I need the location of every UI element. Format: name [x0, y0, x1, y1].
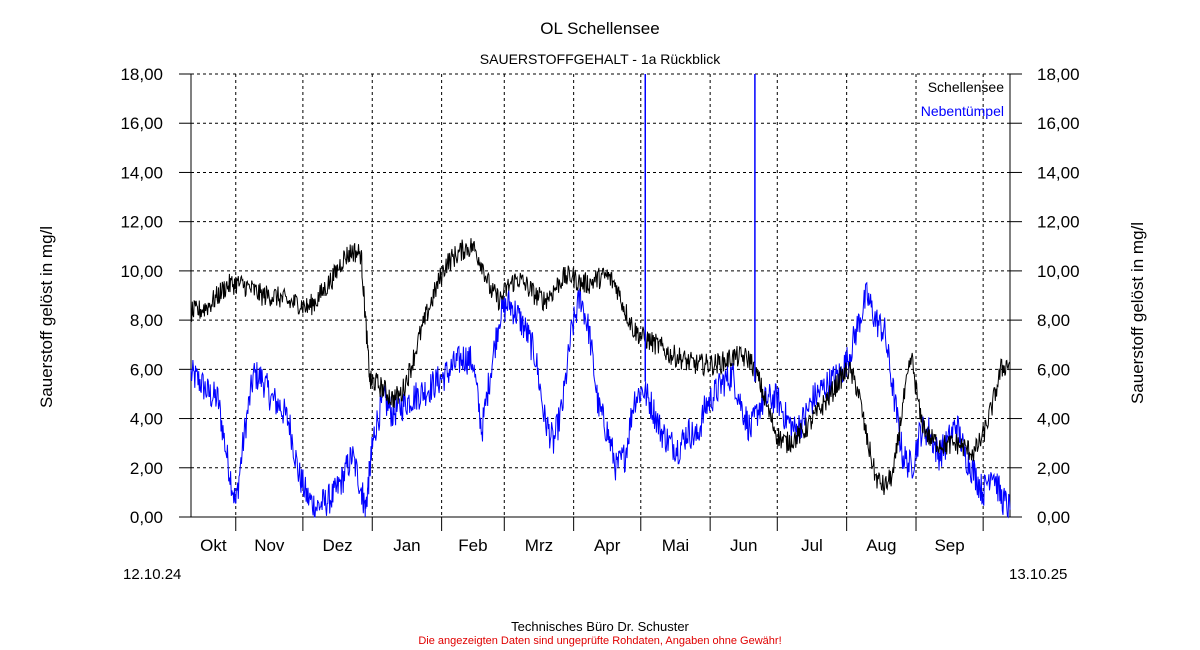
chart-title: OL Schellensee [540, 19, 660, 38]
grid-lines [191, 74, 1010, 517]
company-name: Technisches Büro Dr. Schuster [511, 619, 689, 634]
month-label: Mrz [525, 536, 553, 555]
y-tick-label-right: 6,00 [1037, 360, 1070, 379]
legend-entry: Nebentümpel [921, 103, 1004, 119]
y-tick-label-right: 14,00 [1037, 163, 1080, 182]
y-tick-label-left: 2,00 [130, 459, 163, 478]
y-tick-label-right: 4,00 [1037, 410, 1070, 429]
y-axis-label-right: Sauerstoff gelöst in mg/l [1128, 222, 1147, 404]
x-axis-month-labels: Okt Nov Dez Jan Feb Mrz Apr Mai Jun Jul Aug Sep [200, 536, 965, 555]
legend-entry: Schellensee [928, 79, 1004, 95]
month-label: Jun [730, 536, 757, 555]
y-tick-label-left: 10,00 [120, 262, 163, 281]
month-label: Apr [594, 536, 621, 555]
month-label: Aug [866, 536, 896, 555]
y-tick-label-right: 0,00 [1037, 508, 1070, 527]
end-date-label: 13.10.25 [1009, 566, 1068, 583]
y-tick-label-left: 0,00 [130, 508, 163, 527]
y-tick-label-left: 8,00 [130, 311, 163, 330]
chart-subtitle: SAUERSTOFFGEHALT - 1a Rückblick [479, 51, 721, 67]
month-label: Nov [254, 536, 285, 555]
month-label: Sep [934, 536, 964, 555]
y-tick-label-right: 18,00 [1037, 65, 1080, 84]
month-label: Jul [801, 536, 823, 555]
start-date-label: 12.10.24 [123, 566, 182, 583]
y-axis-left-ticks: 0,00 2,00 4,00 6,00 8,00 10,00 12,00 14,00 16,00… [120, 65, 163, 527]
data-series [190, 74, 1011, 519]
series-line [190, 281, 1011, 519]
y-tick-label-left: 4,00 [130, 410, 163, 429]
y-tick-label-right: 12,00 [1037, 213, 1080, 232]
y-tick-label-right: 8,00 [1037, 311, 1070, 330]
month-label: Mai [662, 536, 689, 555]
legend: Schellensee Nebentümpel [921, 79, 1004, 119]
y-tick-label-right: 10,00 [1037, 262, 1080, 281]
chart-axes [179, 73, 1022, 531]
y-tick-label-left: 14,00 [120, 163, 163, 182]
month-label: Okt [200, 536, 227, 555]
y-tick-label-left: 16,00 [120, 114, 163, 133]
disclaimer-text: Die angezeigten Daten sind ungeprüfte Ro… [418, 635, 782, 647]
y-axis-right-ticks: 0,00 2,00 4,00 6,00 8,00 10,00 12,00 14,00 16,00… [1037, 65, 1080, 527]
month-label: Dez [322, 536, 352, 555]
y-tick-label-right: 16,00 [1037, 114, 1080, 133]
month-label: Feb [458, 536, 487, 555]
y-tick-label-left: 18,00 [120, 65, 163, 84]
y-axis-label-left: Sauerstoff gelöst in mg/l [37, 226, 56, 408]
series-line [190, 238, 1011, 496]
y-tick-label-left: 6,00 [130, 360, 163, 379]
y-tick-label-left: 12,00 [120, 213, 163, 232]
month-label: Jan [393, 536, 420, 555]
y-tick-label-right: 2,00 [1037, 459, 1070, 478]
